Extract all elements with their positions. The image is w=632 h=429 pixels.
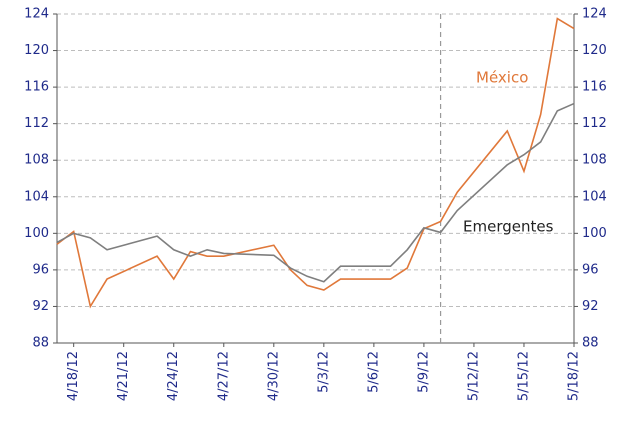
y-tick-label: 96 [32,262,49,277]
y-tick-label: 88 [32,336,49,351]
y2-tick-label: 108 [582,153,607,168]
y2-tick-label: 116 [582,80,607,95]
series-label: Emergentes [463,218,554,236]
y2-tick-label: 120 [582,43,607,58]
series-label: México [476,69,528,87]
series-line [56,102,575,283]
x-tick-label: 4/18/12 [66,351,81,401]
y2-tick-label: 104 [582,189,607,204]
y-tick-label: 108 [24,153,49,168]
x-tick-label: 5/9/12 [416,351,431,393]
y-tick-label: 104 [24,189,49,204]
y2-tick-label: 124 [582,7,607,22]
y-tick-label: 92 [32,299,49,314]
x-tick-label: 4/24/12 [166,351,181,401]
y2-tick-label: 92 [582,299,599,314]
y-tick-label: 124 [24,7,49,22]
x-tick-label: 4/27/12 [216,351,231,401]
x-tick-label: 5/15/12 [516,351,531,401]
x-tick-label: 4/30/12 [266,351,281,401]
x-tick-label: 4/21/12 [116,351,131,401]
y2-tick-label: 112 [582,116,607,131]
x-tick-label: 5/12/12 [466,351,481,401]
series-line [56,17,575,309]
y2-tick-label: 96 [582,262,599,277]
y-tick-label: 120 [24,43,49,58]
y2-tick-label: 88 [582,336,599,351]
x-tick-label: 5/3/12 [316,351,331,393]
x-tick-label: 5/6/12 [366,351,381,393]
y-tick-label: 116 [24,80,49,95]
y-tick-label: 112 [24,116,49,131]
y2-tick-label: 100 [582,226,607,241]
y-tick-label: 100 [24,226,49,241]
x-tick-label: 5/18/12 [567,351,582,401]
